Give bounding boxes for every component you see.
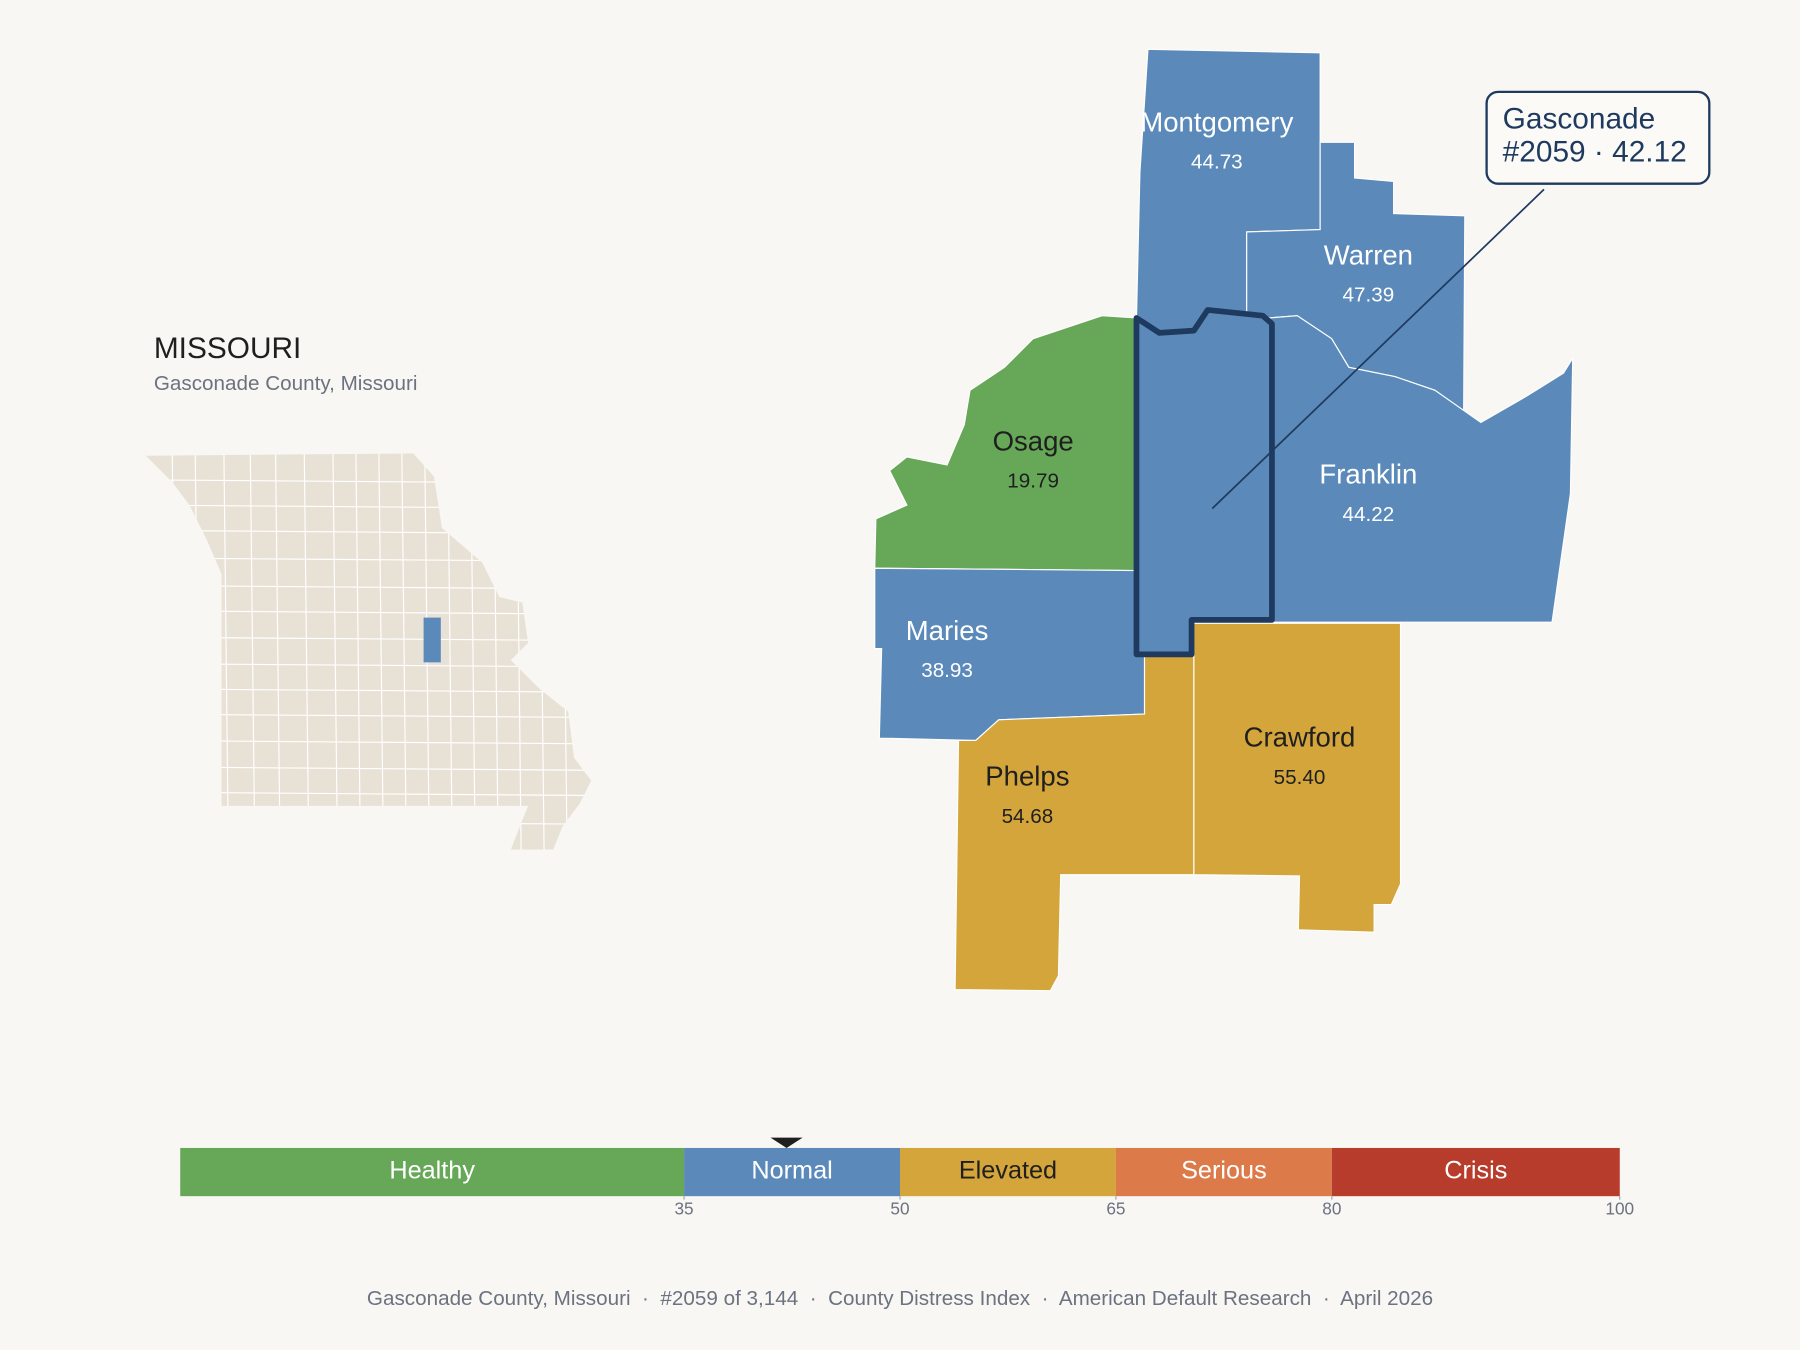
callout-leader [1211, 188, 1545, 510]
focus-county-mini [423, 617, 441, 663]
legend-band [180, 1147, 685, 1197]
county-shape [1193, 622, 1402, 933]
county-line [355, 453, 362, 850]
county-line [378, 453, 384, 850]
legend-marker [770, 1137, 803, 1148]
legend-tick-label: 80 [1322, 1198, 1341, 1218]
legend-tick-label: 100 [1605, 1198, 1634, 1218]
county-shape [1267, 315, 1574, 623]
county-line [274, 453, 281, 850]
county-line [249, 453, 256, 850]
county-value: 47.39 [1343, 284, 1395, 307]
legend-tick-label: 65 [1106, 1198, 1125, 1218]
county-line [332, 453, 339, 850]
legend-band [900, 1147, 1116, 1197]
county-value: 44.73 [1191, 150, 1243, 173]
legend-band-label: Serious [1181, 1157, 1267, 1185]
county-name: Maries [906, 615, 989, 646]
state-title: MISSOURI [154, 332, 302, 365]
county-line [223, 453, 230, 850]
county-name: Montgomery [1140, 106, 1293, 137]
county-value: 19.79 [1007, 470, 1059, 493]
state-shape [145, 453, 592, 850]
county-value: 44.22 [1343, 503, 1395, 526]
county-value: 55.40 [1274, 766, 1326, 789]
callout-label: #2059 · 42.12 [1503, 136, 1687, 169]
county-line [401, 453, 407, 850]
county-value: 38.93 [921, 659, 973, 682]
county-line [303, 453, 310, 850]
county-name: Franklin [1319, 459, 1417, 490]
legend-band [1115, 1147, 1332, 1197]
legend: Healthy Normal Elevated Serious Crisis 35 50 65… [180, 1137, 1634, 1218]
legend-band-label: Elevated [959, 1157, 1057, 1185]
county-map: Montgomery 44.73 Warren 47.39 Franklin 44.22 O… [874, 48, 1574, 992]
county-name: Warren [1324, 239, 1413, 270]
county-name: Phelps [985, 761, 1069, 792]
legend-band-label: Normal [751, 1157, 832, 1185]
legend-band [684, 1147, 900, 1197]
county-name: Crawford [1244, 722, 1356, 753]
legend-band-label: Healthy [389, 1157, 475, 1185]
state-subtitle: Gasconade County, Missouri [154, 372, 418, 395]
legend-tick-label: 50 [890, 1198, 909, 1218]
callout-box [1485, 90, 1711, 185]
legend-band [1331, 1147, 1620, 1197]
legend-tick-label: 35 [674, 1198, 693, 1218]
county-shape [874, 315, 1138, 572]
focus-county [1133, 307, 1275, 658]
callout: Gasconade #2059 · 42.12 [1211, 90, 1711, 510]
county-shape [874, 567, 1146, 742]
legend-band-label: Crisis [1444, 1157, 1507, 1185]
county-value: 54.68 [1002, 805, 1054, 828]
callout-title: Gasconade [1503, 102, 1656, 135]
footer: Gasconade County, Missouri · #2059 of 3,… [367, 1287, 1433, 1310]
county-name: Osage [993, 425, 1074, 456]
